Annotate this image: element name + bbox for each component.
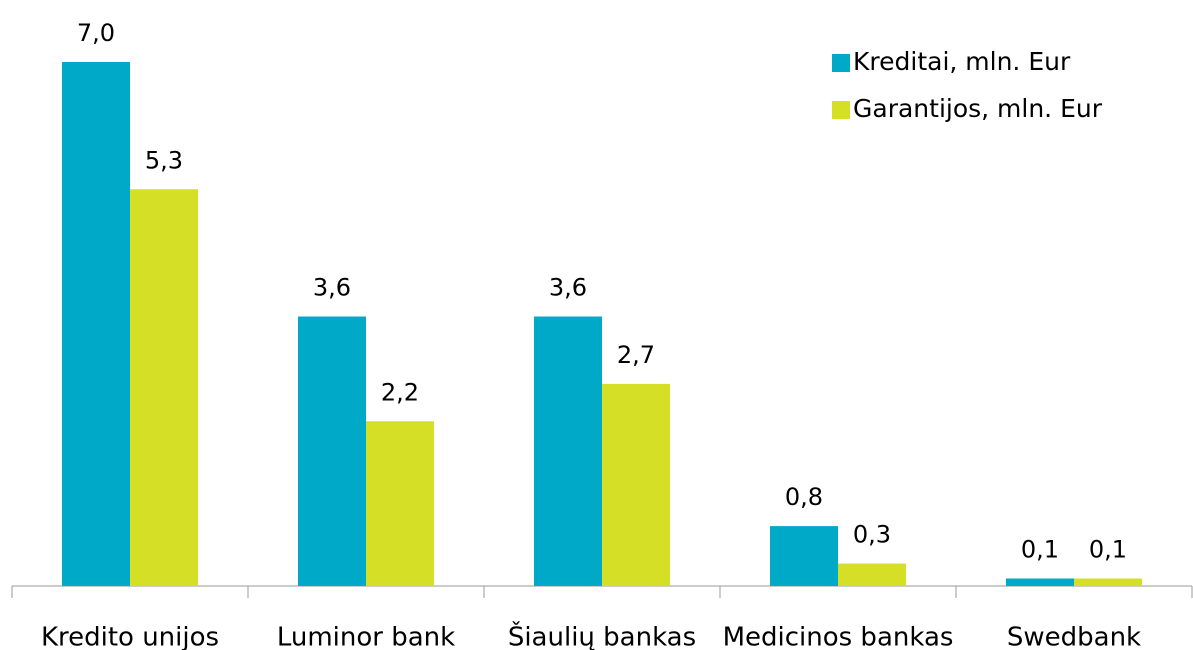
x-tick-label: Luminor bank xyxy=(277,623,455,650)
bar xyxy=(62,62,130,586)
x-tick-label: Swedbank xyxy=(1007,623,1141,650)
legend-swatch xyxy=(832,101,850,119)
value-label: 2,2 xyxy=(381,378,419,406)
legend-label: Garantijos, mln. Eur xyxy=(853,94,1103,123)
legend-swatch xyxy=(832,54,850,72)
bar xyxy=(366,421,434,586)
bar xyxy=(770,526,838,586)
value-label: 5,3 xyxy=(145,146,183,174)
bar xyxy=(1074,578,1142,586)
bar xyxy=(602,383,670,586)
legend-label: Kreditai, mln. Eur xyxy=(853,47,1071,76)
value-label: 7,0 xyxy=(77,19,115,47)
bar xyxy=(534,316,602,586)
x-tick-label: Šiaulių bankas xyxy=(508,621,696,650)
value-label: 3,6 xyxy=(549,274,587,302)
value-label: 0,8 xyxy=(785,483,823,511)
value-label: 3,6 xyxy=(313,274,351,302)
bar xyxy=(130,189,198,586)
bar xyxy=(298,316,366,586)
value-label: 0,3 xyxy=(853,521,891,549)
x-tick-label: Kredito unijos xyxy=(41,623,219,650)
value-label: 2,7 xyxy=(617,341,655,369)
value-label: 0,1 xyxy=(1089,536,1127,564)
bar xyxy=(1006,578,1074,586)
bar xyxy=(838,563,906,586)
value-label: 0,1 xyxy=(1021,536,1059,564)
x-tick-label: Medicinos bankas xyxy=(723,623,954,650)
